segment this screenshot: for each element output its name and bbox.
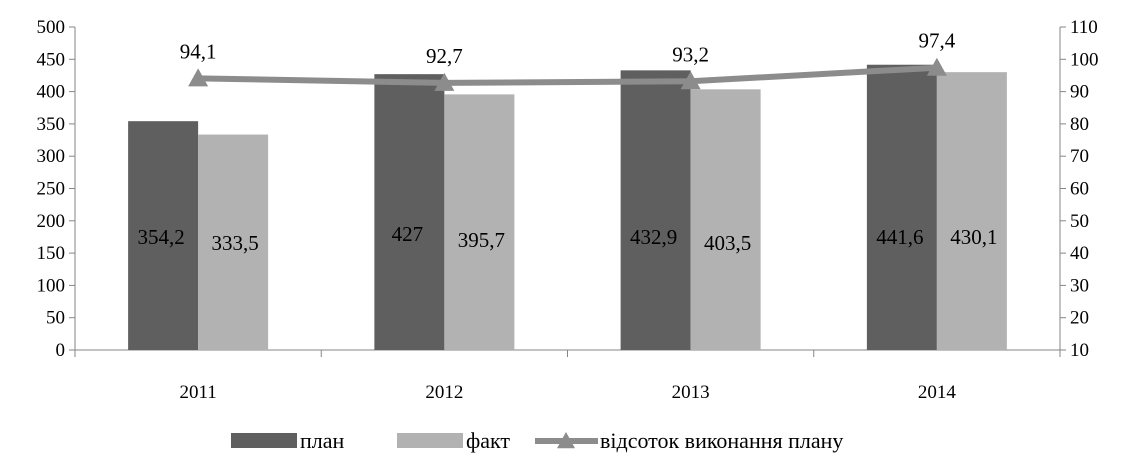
right-tick-label: 10 bbox=[1070, 340, 1089, 361]
right-tick-label: 100 bbox=[1070, 49, 1099, 70]
legend-label-plan: план bbox=[300, 428, 345, 453]
percent-line bbox=[188, 57, 947, 91]
legend-swatch-plan bbox=[231, 433, 297, 448]
right-tick-label: 70 bbox=[1070, 146, 1089, 167]
fact-value-label: 333,5 bbox=[212, 231, 259, 255]
percent-point-marker bbox=[680, 71, 701, 90]
fact-bar bbox=[936, 72, 1007, 351]
x-tick-label: 2012 bbox=[425, 382, 463, 403]
right-tick-label: 40 bbox=[1070, 243, 1089, 264]
percent-value-label: 94,1 bbox=[180, 39, 217, 63]
left-tick-label: 50 bbox=[46, 308, 65, 329]
right-tick-label: 30 bbox=[1070, 275, 1089, 296]
fact-bar bbox=[198, 134, 269, 350]
plan-bar bbox=[128, 121, 199, 350]
left-tick-label: 100 bbox=[37, 275, 66, 296]
plan-value-label: 427 bbox=[392, 222, 424, 246]
plan-value-label: 441,6 bbox=[876, 225, 923, 249]
plan-bar bbox=[866, 64, 937, 350]
legend-swatch-fact bbox=[397, 433, 463, 448]
left-tick-label: 300 bbox=[37, 146, 66, 167]
left-tick-label: 200 bbox=[37, 211, 66, 232]
legend: план факт відсоток виконання плану bbox=[231, 428, 843, 453]
fact-value-label: 403,5 bbox=[704, 231, 751, 255]
axes: 0 50 100 150 200 250 300 350 400 450 500 10 20 30 40 50… bbox=[37, 17, 1099, 403]
fact-bar bbox=[690, 89, 761, 351]
left-tick-label: 150 bbox=[37, 243, 66, 264]
percent-point-marker bbox=[434, 72, 455, 91]
left-tick-label: 500 bbox=[37, 17, 66, 38]
plan-value-label: 354,2 bbox=[138, 225, 185, 249]
plan-bar bbox=[620, 70, 691, 350]
percent-point-marker bbox=[188, 68, 209, 87]
left-tick-label: 250 bbox=[37, 179, 66, 200]
legend-label-percent: відсоток виконання плану bbox=[600, 428, 843, 453]
fact-bar bbox=[444, 94, 515, 350]
plan-bar bbox=[374, 74, 445, 351]
fact-value-label: 395,7 bbox=[458, 228, 505, 252]
left-tick-label: 350 bbox=[37, 114, 66, 135]
legend-marker-percent bbox=[557, 432, 575, 449]
right-tick-label: 80 bbox=[1070, 114, 1089, 135]
percent-value-label: 97,4 bbox=[919, 29, 956, 53]
right-tick-label: 50 bbox=[1070, 211, 1089, 232]
fact-value-label: 430,1 bbox=[950, 225, 997, 249]
left-tick-label: 400 bbox=[37, 82, 66, 103]
right-tick-label: 20 bbox=[1070, 308, 1089, 329]
bars bbox=[128, 64, 1007, 351]
x-tick-label: 2013 bbox=[672, 382, 710, 403]
percent-value-label: 92,7 bbox=[426, 44, 463, 68]
left-tick-label: 0 bbox=[56, 340, 66, 361]
left-tick-label: 450 bbox=[37, 49, 66, 70]
right-tick-label: 60 bbox=[1070, 179, 1089, 200]
percent-point-marker bbox=[926, 57, 947, 76]
percent-series-line bbox=[198, 64, 938, 86]
right-tick-label: 110 bbox=[1070, 17, 1098, 38]
plan-value-label: 432,9 bbox=[630, 225, 677, 249]
right-tick-label: 90 bbox=[1070, 82, 1089, 103]
legend-label-fact: факт bbox=[466, 428, 510, 453]
percent-value-label: 93,2 bbox=[672, 42, 709, 66]
data-labels: 354,2 333,5 427 395,7 432,9 403,5 441,6 430,1 94… bbox=[138, 29, 998, 255]
x-tick-label: 2014 bbox=[918, 382, 957, 403]
x-tick-label: 2011 bbox=[179, 382, 216, 403]
